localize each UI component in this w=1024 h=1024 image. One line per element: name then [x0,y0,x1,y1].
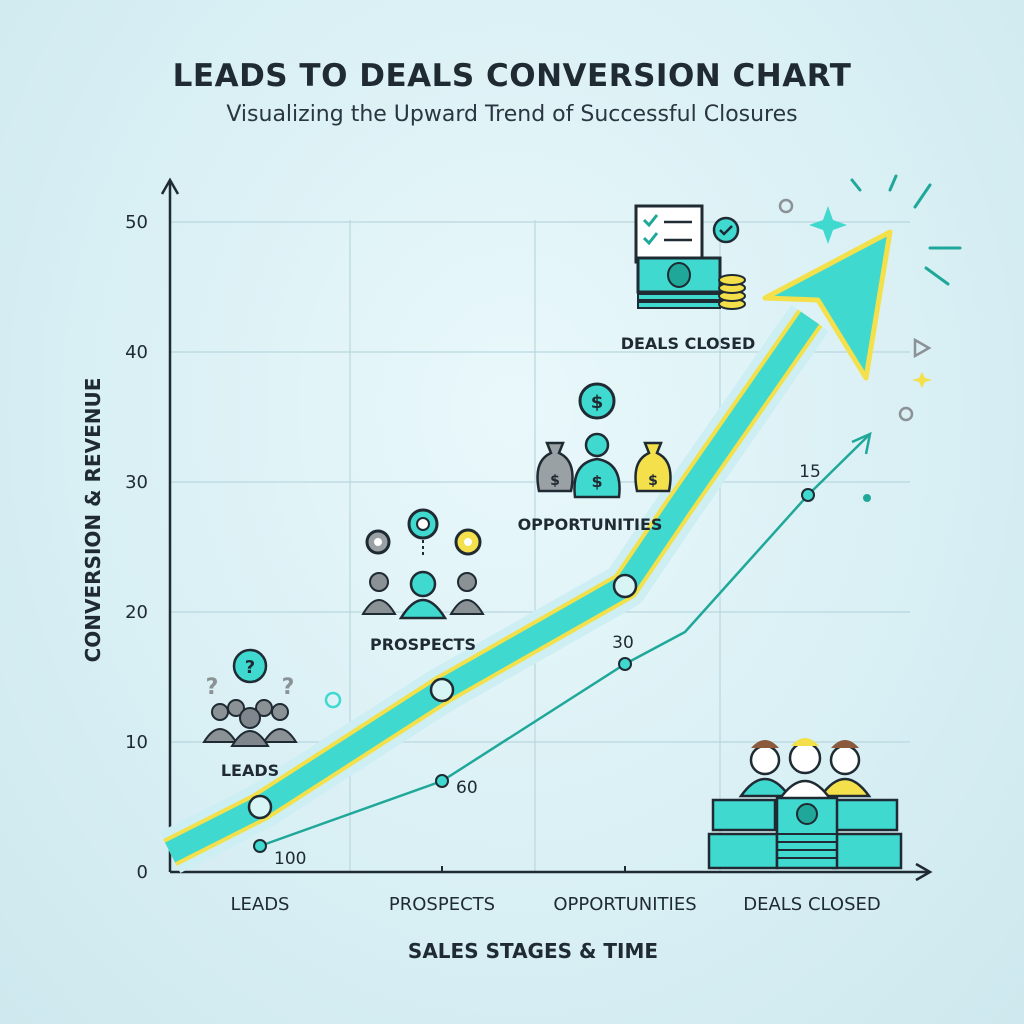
money-bags-icon: $ $ $ $ [536,382,672,499]
x-tick-label: OPPORTUNITIES [553,894,696,915]
svg-text:?: ? [282,675,295,700]
y-axis-arrow [160,177,180,195]
ring-decoration [778,198,794,214]
svg-text:$: $ [591,472,602,491]
people-question-icon: ? ? ? [202,648,298,747]
data-label: 100 [274,849,306,869]
svg-text:?: ? [245,657,255,678]
people-gears-icon [361,508,485,620]
sparkle-decoration [809,206,847,244]
data-point-secondary [618,657,632,671]
checklist-cash-icon [634,204,746,310]
svg-text:$: $ [550,473,560,489]
series-line-main [165,311,820,863]
chart-title: LEADS TO DEALS CONVERSION CHART [172,58,852,94]
y-tick-label: 30 [125,472,148,493]
series-secondary-tail [807,435,869,496]
x-tick-label: DEALS CLOSED [743,894,881,915]
y-tick-label: 50 [125,212,148,233]
x-categories: LEADS PROSPECTS OPPORTUNITIES DEALS CLOSED [230,866,881,915]
stage-label: LEADS [221,761,279,780]
stage-label: PROSPECTS [370,635,476,654]
data-point [612,573,638,599]
happy-team-cash-icon [707,738,903,870]
data-point-secondary [253,839,267,853]
stage-label: DEALS CLOSED [621,334,756,353]
x-tick-label: LEADS [230,894,289,915]
series-layer: LEADS PROSPECTS OPPORTUNITIES DEALS CLOSED 1… [159,229,893,874]
y-tick-label: 10 [125,732,148,753]
y-tick-label: 0 [137,862,148,883]
y-axis-label: CONVERSION & REVENUE [81,378,105,663]
svg-text:$: $ [648,473,658,489]
series-secondary-arrow [851,431,872,455]
svg-text:$: $ [591,392,604,413]
star-decoration [912,372,932,388]
ring-decoration [898,406,914,422]
data-label: 15 [799,462,821,482]
burst-lines [850,174,962,286]
data-label: 30 [612,633,634,653]
series-arrowhead [762,229,893,381]
data-point [247,794,273,820]
series-line-secondary [259,494,809,848]
triangle-decoration [913,337,932,359]
y-ticks: 0 10 20 30 40 50 [125,212,148,883]
stage-label: OPPORTUNITIES [518,515,663,534]
axes [160,177,933,882]
data-point-secondary [801,488,815,502]
data-point [429,677,455,703]
x-axis-label: SALES STAGES & TIME [408,939,658,963]
ring-decoration [324,691,342,709]
x-axis-arrow [915,862,933,882]
y-tick-label: 20 [125,602,148,623]
dot-decoration [863,494,871,502]
data-label: 60 [456,778,478,798]
chart-subtitle: Visualizing the Upward Trend of Successf… [226,102,798,127]
y-tick-label: 40 [125,342,148,363]
x-tick-label: PROSPECTS [389,894,495,915]
data-point-secondary [435,774,449,788]
svg-text:?: ? [206,675,219,700]
